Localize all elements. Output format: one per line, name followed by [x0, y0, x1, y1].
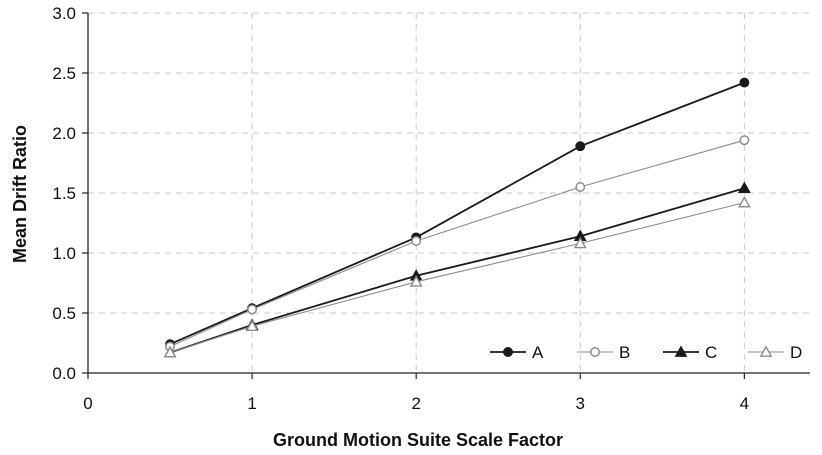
series-B: [165, 135, 750, 352]
data-point-B: [247, 304, 258, 315]
legend-swatch-marker: [674, 345, 688, 357]
y-tick-label: 0.0: [52, 364, 76, 383]
y-tick-label: 2.0: [52, 124, 76, 143]
legend-label: C: [705, 343, 717, 362]
data-point-A: [739, 77, 750, 88]
y-axis-label: Mean Drift Ratio: [10, 125, 30, 263]
x-tick-label: 3: [576, 394, 585, 413]
data-point-D: [163, 345, 177, 358]
series-D: [163, 195, 751, 358]
legend: A B C D: [490, 343, 802, 362]
data-point-A: [575, 141, 586, 152]
data-point-B: [575, 182, 586, 192]
data-point-D: [737, 195, 751, 208]
legend-swatch-marker: [590, 347, 600, 357]
legend-item-D: D: [748, 343, 802, 362]
grid: [88, 12, 810, 373]
x-axis-label: Ground Motion Suite Scale Factor: [273, 430, 563, 450]
data-point-C: [737, 181, 751, 194]
series-layer: [163, 77, 751, 358]
data-point-D: [245, 319, 259, 332]
y-tick-label: 0.5: [52, 304, 76, 323]
legend-label: D: [790, 343, 802, 362]
y-tick-label: 1.5: [52, 184, 76, 203]
legend-swatch-marker: [759, 345, 773, 357]
legend-item-B: B: [577, 343, 630, 362]
data-point-D: [409, 275, 423, 287]
legend-item-A: A: [490, 343, 544, 362]
data-point-B: [411, 236, 422, 246]
legend-label: B: [619, 343, 630, 362]
x-tick-label: 4: [740, 394, 749, 413]
data-point-D: [573, 236, 587, 249]
tick-labels: 0.0 0.5 1.0 1.5 2.0 2.5 3.0 0 1 2 3 4: [52, 4, 749, 413]
axes: [82, 12, 810, 379]
y-tick-label: 2.5: [52, 64, 76, 83]
series-line-B: [169, 139, 745, 348]
x-tick-label: 0: [83, 394, 92, 413]
data-point-B: [739, 135, 750, 146]
y-tick-label: 3.0: [52, 4, 76, 23]
y-tick-label: 1.0: [52, 244, 76, 263]
x-tick-label: 2: [411, 394, 420, 413]
legend-label: A: [532, 343, 544, 362]
legend-swatch-marker: [503, 347, 513, 357]
x-tick-label: 1: [247, 394, 256, 413]
legend-item-C: C: [663, 343, 717, 362]
